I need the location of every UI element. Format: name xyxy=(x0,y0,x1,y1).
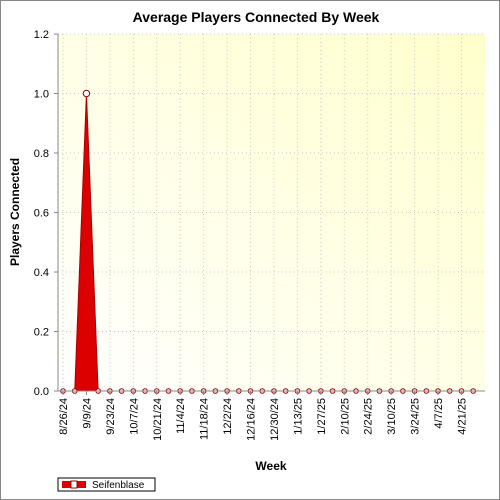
x-axis-label: Week xyxy=(255,459,286,473)
y-tick-label: 0.4 xyxy=(34,267,49,279)
x-tick-label: 3/10/25 xyxy=(386,398,398,435)
y-tick-label: 0.0 xyxy=(34,386,49,398)
x-tick-label: 12/30/24 xyxy=(269,398,281,441)
x-tick-label: 12/16/24 xyxy=(246,398,258,441)
x-tick-label: 4/7/25 xyxy=(433,398,445,429)
chart-title: Average Players Connected By Week xyxy=(133,9,380,25)
x-tick-label: 8/26/24 xyxy=(58,398,70,435)
x-tick-label: 2/10/25 xyxy=(339,398,351,435)
y-ticks: 0.0 0.2 0.4 0.6 0.8 1.0 1.2 xyxy=(34,29,58,398)
y-tick-label: 1.2 xyxy=(34,29,49,41)
x-tick-label: 9/9/24 xyxy=(81,398,93,429)
x-tick-label: 12/2/24 xyxy=(222,398,234,435)
x-tick-label: 3/24/25 xyxy=(410,398,422,435)
x-tick-label: 1/27/25 xyxy=(316,398,328,435)
y-axis-label: Players Connected xyxy=(8,158,22,266)
x-tick-label: 4/21/25 xyxy=(456,398,468,435)
x-tick-label: 11/18/24 xyxy=(199,398,211,440)
x-tick-label: 10/21/24 xyxy=(152,398,164,441)
y-tick-label: 0.8 xyxy=(34,148,49,160)
x-tick-label: 11/4/24 xyxy=(175,398,187,434)
x-tick-label: 9/23/24 xyxy=(105,398,117,435)
x-tick-label: 10/7/24 xyxy=(128,398,140,435)
data-point xyxy=(82,89,91,98)
plot-area xyxy=(58,34,485,391)
legend: Seifenblase xyxy=(57,477,156,492)
x-tick-label: 1/13/25 xyxy=(292,398,304,435)
x-tick-label: 2/24/25 xyxy=(363,398,375,435)
legend-label: Seifenblase xyxy=(92,480,145,491)
y-tick-label: 1.0 xyxy=(34,89,49,101)
y-tick-label: 0.6 xyxy=(34,208,49,220)
x-ticks: 8/26/24 9/9/24 9/23/24 10/7/24 10/21/24 11/4/… xyxy=(58,391,468,441)
legend-marker xyxy=(70,480,78,489)
y-tick-label: 0.2 xyxy=(34,327,49,339)
